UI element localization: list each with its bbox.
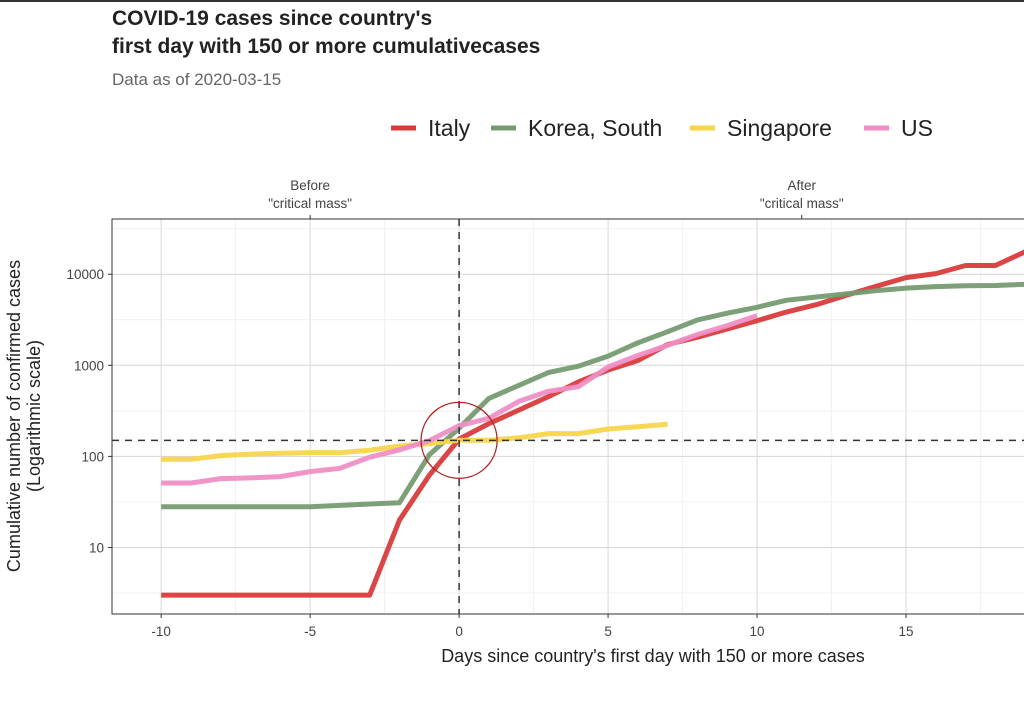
x-tick-label: 15: [898, 624, 913, 639]
x-tick-label: 10: [750, 624, 765, 639]
x-axis-label: Days since country's first day with 150 …: [441, 646, 865, 666]
grid: [112, 219, 1024, 614]
y-tick-label: 10000: [66, 267, 104, 282]
series-line-singapore: [161, 421, 668, 462]
y-tick-label: 1000: [74, 358, 104, 373]
series-lines: [161, 249, 1024, 598]
chart-subtitle: Data as of 2020-03-15: [112, 70, 281, 89]
secondary-axis-label: Before: [290, 178, 330, 193]
chart-title-line-1: COVID-19 cases since country's: [112, 7, 432, 30]
x-tick-label: -5: [304, 624, 316, 639]
secondary-axis-label: After: [787, 178, 816, 193]
y-axis-label-line-1: Cumulative number of confirmed cases: [4, 260, 24, 572]
legend-label: Korea, South: [528, 115, 662, 141]
series-line-korea-south: [161, 281, 1024, 510]
legend-label: US: [901, 115, 933, 141]
series-line-italy: [161, 249, 1024, 598]
panel-border: [111, 218, 1024, 615]
y-tick-label: 10: [89, 540, 104, 555]
legend-label: Singapore: [727, 115, 832, 141]
x-tick-label: 5: [604, 624, 612, 639]
x-tick-label: -10: [151, 624, 171, 639]
reference-lines: [112, 219, 1024, 614]
highlight-circle: [420, 401, 498, 479]
x-tick-label: 0: [455, 624, 463, 639]
secondary-axis-label: "critical mass": [760, 196, 844, 211]
y-tick-label: 100: [81, 449, 104, 464]
series-line-us: [161, 313, 758, 486]
legend-label: Italy: [428, 115, 471, 141]
axes: -10 -5 0 5 10 15 10 100 1000 10000 Before "critical…: [66, 178, 913, 639]
legend: Italy Korea, South Singapore US: [391, 115, 933, 141]
secondary-axis-label: "critical mass": [268, 196, 352, 211]
chart-title-line-2: first day with 150 or more cumulativecas…: [112, 35, 540, 58]
window-top-border: [0, 0, 1024, 2]
y-axis-label-line-2: (Logarithmic scale): [24, 340, 44, 492]
